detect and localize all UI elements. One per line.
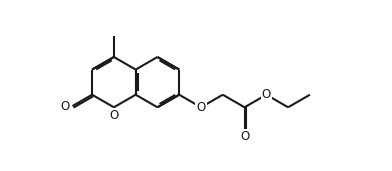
Text: O: O — [262, 88, 271, 101]
Text: O: O — [61, 100, 70, 113]
Text: O: O — [196, 101, 206, 114]
Text: O: O — [240, 130, 249, 143]
Text: O: O — [109, 109, 118, 122]
